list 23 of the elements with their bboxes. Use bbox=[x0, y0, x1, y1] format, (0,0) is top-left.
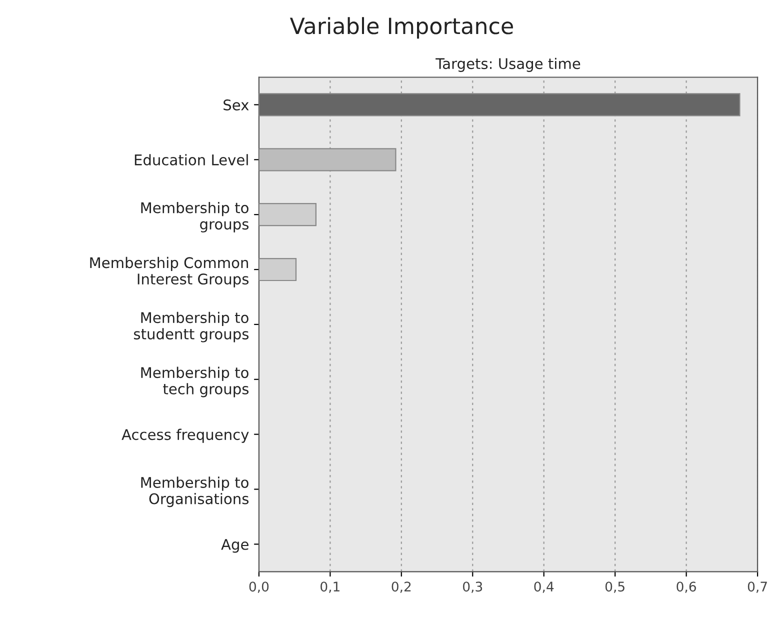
y-tick-label: Membership Common Interest Groups bbox=[90, 256, 249, 288]
x-tick-label: 0,0 bbox=[249, 582, 269, 593]
x-tick-label: 0,2 bbox=[392, 582, 411, 593]
bar bbox=[258, 148, 396, 172]
bar bbox=[258, 203, 316, 226]
y-tick-label: Membership to tech groups bbox=[141, 366, 249, 398]
chart-title: Variable Importance bbox=[290, 17, 513, 39]
bar bbox=[258, 258, 297, 282]
y-tick-label: Sex bbox=[224, 99, 249, 110]
x-tick-label: 0,5 bbox=[605, 582, 624, 593]
y-tick-label: Education Level bbox=[134, 154, 248, 166]
chart-subtitle: Targets: Usage time bbox=[436, 58, 580, 72]
y-tick-label: Access frequency bbox=[122, 428, 249, 443]
x-tick-label: 0,1 bbox=[320, 582, 340, 593]
y-tick-label: Age bbox=[221, 539, 248, 553]
x-tick-label: 0,7 bbox=[748, 582, 767, 593]
x-tick-label: 0,4 bbox=[534, 582, 554, 593]
x-tick-label: 0,6 bbox=[676, 582, 696, 593]
x-tick-label: 0,3 bbox=[463, 582, 482, 593]
y-tick-label: Membership to groups bbox=[141, 202, 249, 232]
bar bbox=[258, 93, 740, 116]
y-tick-label: Membership to Organisations bbox=[141, 476, 249, 508]
y-tick-label: Membership to studentt groups bbox=[134, 312, 249, 342]
